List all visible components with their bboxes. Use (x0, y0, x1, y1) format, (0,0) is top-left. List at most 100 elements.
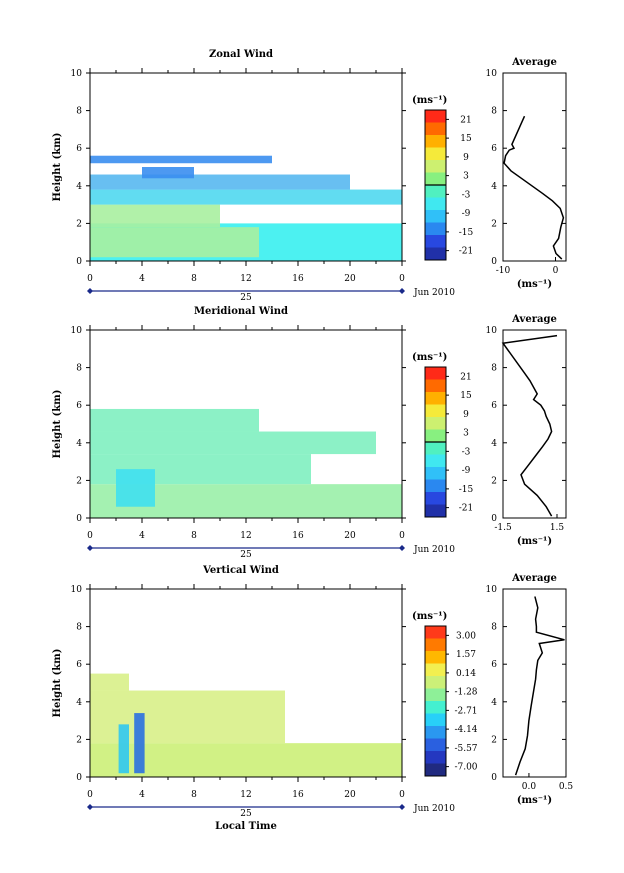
x-tick-label: 4 (139, 274, 145, 284)
average-title: Average (511, 57, 557, 68)
average-profile-line (514, 596, 565, 776)
x-tick-label: 20 (344, 790, 356, 800)
colorbar-swatch (425, 442, 446, 455)
avg-y-tick-label: 8 (491, 364, 497, 374)
avg-unit: (ms⁻¹) (517, 279, 552, 290)
colorbar-swatch (425, 367, 446, 380)
avg-y-tick-label: 4 (491, 182, 497, 192)
y-tick-label: 8 (76, 364, 82, 374)
x-tick-label: 12 (240, 274, 251, 284)
colorbar-frame (424, 625, 447, 777)
avg-y-tick-label: 6 (491, 660, 497, 670)
y-tick-label: 2 (76, 476, 82, 486)
avg-y-tick-label: 2 (491, 219, 497, 229)
avg-x-tick-label: 0.5 (559, 782, 574, 792)
heatmap-cell (142, 167, 194, 179)
heatmap-cell (90, 189, 402, 205)
colorbar-swatch (425, 688, 446, 702)
colorbar-swatch (425, 185, 446, 198)
date-bar-marker (87, 804, 93, 810)
x-tick-label: 8 (191, 274, 197, 284)
x-tick-label: 20 (344, 531, 356, 541)
heatmap-cell (134, 713, 145, 774)
avg-y-tick-label: 4 (491, 439, 497, 449)
colorbar-tick-label: 3 (463, 429, 469, 439)
colorbar-tick-label: 15 (460, 134, 472, 144)
x-tick-label: 12 (240, 531, 251, 541)
y-axis-label: Height (km) (52, 133, 63, 202)
x-tick-label: 0 (87, 531, 93, 541)
avg-y-tick-label: 6 (491, 401, 497, 411)
colorbar-swatch (425, 467, 446, 480)
avg-x-tick-label: 0 (553, 266, 559, 276)
colorbar-swatch (425, 210, 446, 223)
panel-title: Meridional Wind (194, 306, 288, 317)
y-tick-label: 4 (76, 439, 82, 449)
y-tick-label: 8 (76, 623, 82, 633)
avg-x-tick-label: 1.5 (550, 523, 565, 533)
colorbar-tick-label: 21 (460, 372, 471, 382)
colorbar-swatch (425, 172, 446, 186)
colorbar-tick-label: -7.00 (454, 763, 477, 773)
colorbar-swatch (425, 392, 446, 405)
colorbar-swatch (425, 417, 446, 430)
colorbar-swatch (425, 738, 446, 752)
average-title: Average (511, 314, 557, 325)
colorbar-swatch (425, 135, 446, 148)
average-frame (502, 72, 567, 262)
date-day: 25 (240, 293, 252, 303)
y-tick-label: 10 (71, 585, 83, 595)
colorbar-swatch (425, 676, 446, 689)
average-profile-line (503, 115, 565, 260)
date-label: Jun 2010 (413, 545, 455, 555)
date-bar-marker (87, 545, 93, 551)
x-tick-label: 16 (292, 531, 304, 541)
heatmap-cell (116, 469, 155, 507)
colorbar-swatch (425, 504, 446, 518)
colorbar-tick-label: -1.28 (454, 688, 477, 698)
x-tick-label: 4 (139, 531, 145, 541)
y-tick-label: 10 (71, 326, 83, 336)
avg-y-tick-label: 10 (486, 326, 498, 336)
colorbar-swatch (425, 479, 446, 493)
y-tick-label: 0 (76, 514, 82, 524)
avg-y-tick-label: 8 (491, 623, 497, 633)
date-day: 25 (240, 550, 252, 560)
colorbar-tick-label: -9 (462, 466, 471, 476)
y-tick-label: 4 (76, 182, 82, 192)
date-bar-marker (399, 804, 405, 810)
x-tick-label: 4 (139, 790, 145, 800)
x-tick-label: 0 (87, 790, 93, 800)
colorbar-swatch (425, 638, 446, 652)
colorbar-tick-label: -3 (462, 447, 471, 457)
colorbar-swatch (425, 222, 446, 236)
heatmap-cell (118, 724, 129, 774)
avg-y-tick-label: 0 (491, 773, 497, 783)
colorbar-swatch (425, 404, 446, 418)
colorbar-swatch (425, 247, 446, 261)
colorbar-swatch (425, 235, 446, 248)
y-tick-label: 6 (76, 660, 82, 670)
colorbar-tick-label: 9 (463, 410, 469, 420)
colorbar-unit: (ms⁻¹) (412, 95, 447, 106)
colorbar-tick-label: -15 (459, 228, 474, 238)
avg-x-tick-label: -10 (496, 266, 511, 276)
colorbar-swatch (425, 160, 446, 173)
colorbar-tick-label: 1.57 (456, 650, 476, 660)
y-tick-label: 0 (76, 257, 82, 267)
heatmap-cell (90, 431, 376, 455)
colorbar-swatch (425, 197, 446, 211)
date-bar-marker (399, 288, 405, 294)
y-axis-label: Height (km) (52, 390, 63, 459)
average-title: Average (511, 573, 557, 584)
colorbar-swatch (425, 122, 446, 136)
average-profile-line (501, 334, 558, 517)
avg-x-tick-label: 0.0 (522, 782, 537, 792)
colorbar-tick-label: -5.57 (454, 744, 477, 754)
y-tick-label: 6 (76, 144, 82, 154)
colorbar-tick-label: 3 (463, 172, 469, 182)
